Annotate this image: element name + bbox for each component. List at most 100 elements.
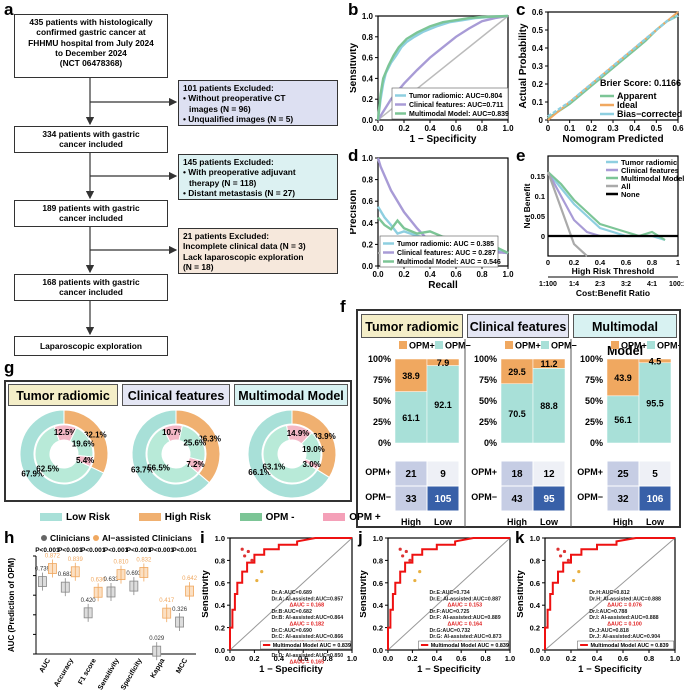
donut-inner-slice [75,454,94,468]
x-tick-label: 1 [676,258,680,267]
bar-label-pos: 4.5 [649,356,662,366]
x-tick-label: 0.4 [592,654,603,663]
x-tick-label: 0.4 [424,270,436,279]
series-line [547,171,666,241]
bar-label-neg: 92.1 [434,400,452,410]
y-tick-label: 0.15 [530,172,545,181]
series-line [387,537,510,650]
x-tick-label: 1.0 [505,654,515,663]
series-line [544,537,675,650]
category-label: Kappa [150,657,167,679]
x-tick-label: 0.6 [618,654,628,663]
y-axis-label: AUC (Prediction of OPM) [7,558,16,653]
delta-auc-label: ΔAUC = 0.076 [607,603,642,609]
doctor-auc-label: Dr.E: AI-assisted:AUC=0.887 [429,596,501,602]
x-tick-label: 0.8 [644,654,654,663]
legend-swatch [399,341,407,349]
legend-dot [93,535,99,541]
legend-label: OPM+ [621,341,647,351]
doctor-point [243,554,247,558]
legend-box [379,235,499,268]
legend-label: Ideal [617,100,638,110]
flow-text: 435 patients with histologically [29,17,153,27]
donut-outer-label: 66.1% [248,468,271,477]
y-tick-label: 100% [474,354,497,364]
delta-auc-label: ΔAUC = 0.165 [289,659,324,665]
flow-text: (N = 18) [183,261,214,272]
category-label: F1 score [77,657,98,686]
matrix-value: 12 [543,469,555,480]
bar-opm-neg [394,391,428,444]
bar-opm-neg [532,368,566,444]
flow-text: • Distant metastasis (N = 27) [183,187,296,198]
legend-swatch [647,341,655,349]
legend-label: AI−assisted Clinicians [102,533,192,543]
category-label: High [613,517,633,527]
doctor-point [566,558,570,562]
doctor-point [562,549,567,554]
panel-letter-d: d [348,146,359,165]
donut-inner-label: 14.9% [287,429,310,438]
y-tick-label: 75% [373,375,391,385]
y-tick-label: 0.6 [362,197,374,206]
flow-text: confirmed gastric cancer at [36,27,146,38]
matrix-value: 33 [405,494,417,505]
x-tick-label: 0.2 [566,654,576,663]
doctor-auc-label: Dr.G: AI-assisted:AUC=0.873 [429,634,501,640]
donut-inner-label: 56.5% [147,463,170,472]
value-label-ai: 0.832 [136,557,152,563]
g-donuts: 67.9% 32.1% 62.5% 12.5% 19.6% 5.4% 63.7% 36.3% 5… [19,409,337,499]
x-tick-label: 0 [546,124,551,133]
matrix-cell [394,460,428,487]
x-tick-label: 0.0 [540,654,550,663]
x-tick-label: 0.2 [398,270,410,279]
plot-frame [547,155,679,257]
y-tick-label: 0.2 [530,624,540,633]
y-axis-label: Sensitivity [350,43,359,93]
y-tick-label: 75% [479,375,497,385]
panel-letter-b: b [348,0,359,19]
x-tick-label: 0.2 [398,124,410,133]
donut-inner-label: 62.5% [36,465,59,474]
f-header-clinical: Clinical features [467,314,569,338]
y-tick-label: 50% [585,396,603,406]
matrix-row-label: OPM− [365,492,391,502]
flow-text: cancer included [59,287,123,298]
x-tick-label: 0.0 [372,270,384,279]
p-value: P<0.001 [35,547,60,554]
x-tick-label: 0.8 [480,654,490,663]
doctor-auc-label: Dr.C: AI-assisted:AUC=0.866 [271,634,343,640]
legend-label: Bias−corrected [617,109,682,119]
matrix-value: 25 [617,469,629,480]
x2-tick-label: 100:1 [669,281,684,288]
x-tick-label: 0.8 [476,270,488,279]
y-tick-label: 0.0 [215,646,225,655]
donut-inner-label: 19.0% [302,445,325,454]
y-tick-label: 1.0 [530,534,540,543]
plot-frame [544,537,676,651]
x2-tick-label: 2:3 [595,281,605,288]
diagonal [544,537,676,651]
flow-text: • Without preoperative CT [183,93,286,104]
category-label: Sensitivity [97,657,121,691]
y-tick-label: 0.0 [362,262,374,271]
panel-letter-k: k [515,528,525,547]
value-label-clinician: 0.633 [103,577,119,583]
box-chart-h: Clinicians AI−assisted Clinicians AUC (Pre… [7,533,198,691]
x-tick-label: 0.4 [274,654,285,663]
series-line [546,171,588,257]
x-axis-label: High Risk Threshold [572,266,655,276]
matrix-cell [500,485,534,512]
bar-opm-neg [638,362,672,444]
y-axis-label: Actual Probability [518,23,529,108]
x-tick-label: 0.2 [586,124,598,133]
y-tick-label: 1.0 [215,534,225,543]
doctor-auc-label: Dr.G:AUC=0.732 [429,628,470,634]
x-tick-label: 0 [546,258,550,267]
y-tick-label: 1.0 [362,154,374,163]
category-label: High [507,517,527,527]
value-label-clinician: 0.029 [149,636,165,642]
stacked-bar-panel-f: Tumor radiomic Clinical features Multimo… [356,309,681,528]
y-tick-label: 0% [590,438,603,448]
y-axis-label: Precision [350,189,359,234]
